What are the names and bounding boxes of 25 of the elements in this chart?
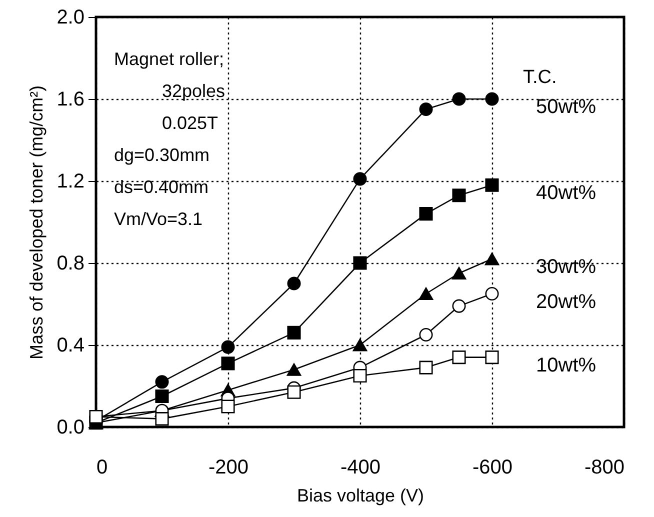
x-tick-label: -200	[208, 456, 249, 478]
annotation: 0.025T	[162, 113, 218, 133]
y-tick-label: 1.2	[56, 170, 84, 192]
y-tick-label: 2.0	[56, 6, 84, 28]
series-label: 30wt%	[536, 256, 596, 278]
legend-title: T.C.	[523, 67, 557, 88]
annotation: Vm/Vo=3.1	[114, 209, 203, 229]
series-label: 40wt%	[536, 182, 596, 204]
annotation: dg=0.30mm	[114, 145, 210, 165]
x-tick-label: -600	[472, 456, 513, 478]
series-label: 50wt%	[536, 96, 596, 118]
annotation: Magnet roller;	[114, 49, 224, 69]
y-axis-title: Mass of developed toner (mg/cm²)	[26, 85, 47, 360]
annotation: ds=0.40mm	[114, 177, 209, 197]
x-tick-label: -800	[584, 456, 624, 478]
x-tick-label: -400	[340, 456, 381, 478]
y-tick-label: 1.6	[56, 88, 84, 110]
annotation: 32poles	[162, 81, 226, 101]
series-label: 10wt%	[536, 354, 596, 376]
y-tick-label: 0.8	[56, 252, 84, 274]
x-tick-label: 0	[96, 456, 108, 478]
x-axis-title: Bias voltage (V)	[296, 486, 424, 506]
y-tick-label: 0.0	[56, 416, 84, 438]
y-tick-label: 0.4	[56, 334, 84, 356]
series-label: 20wt%	[536, 290, 596, 313]
